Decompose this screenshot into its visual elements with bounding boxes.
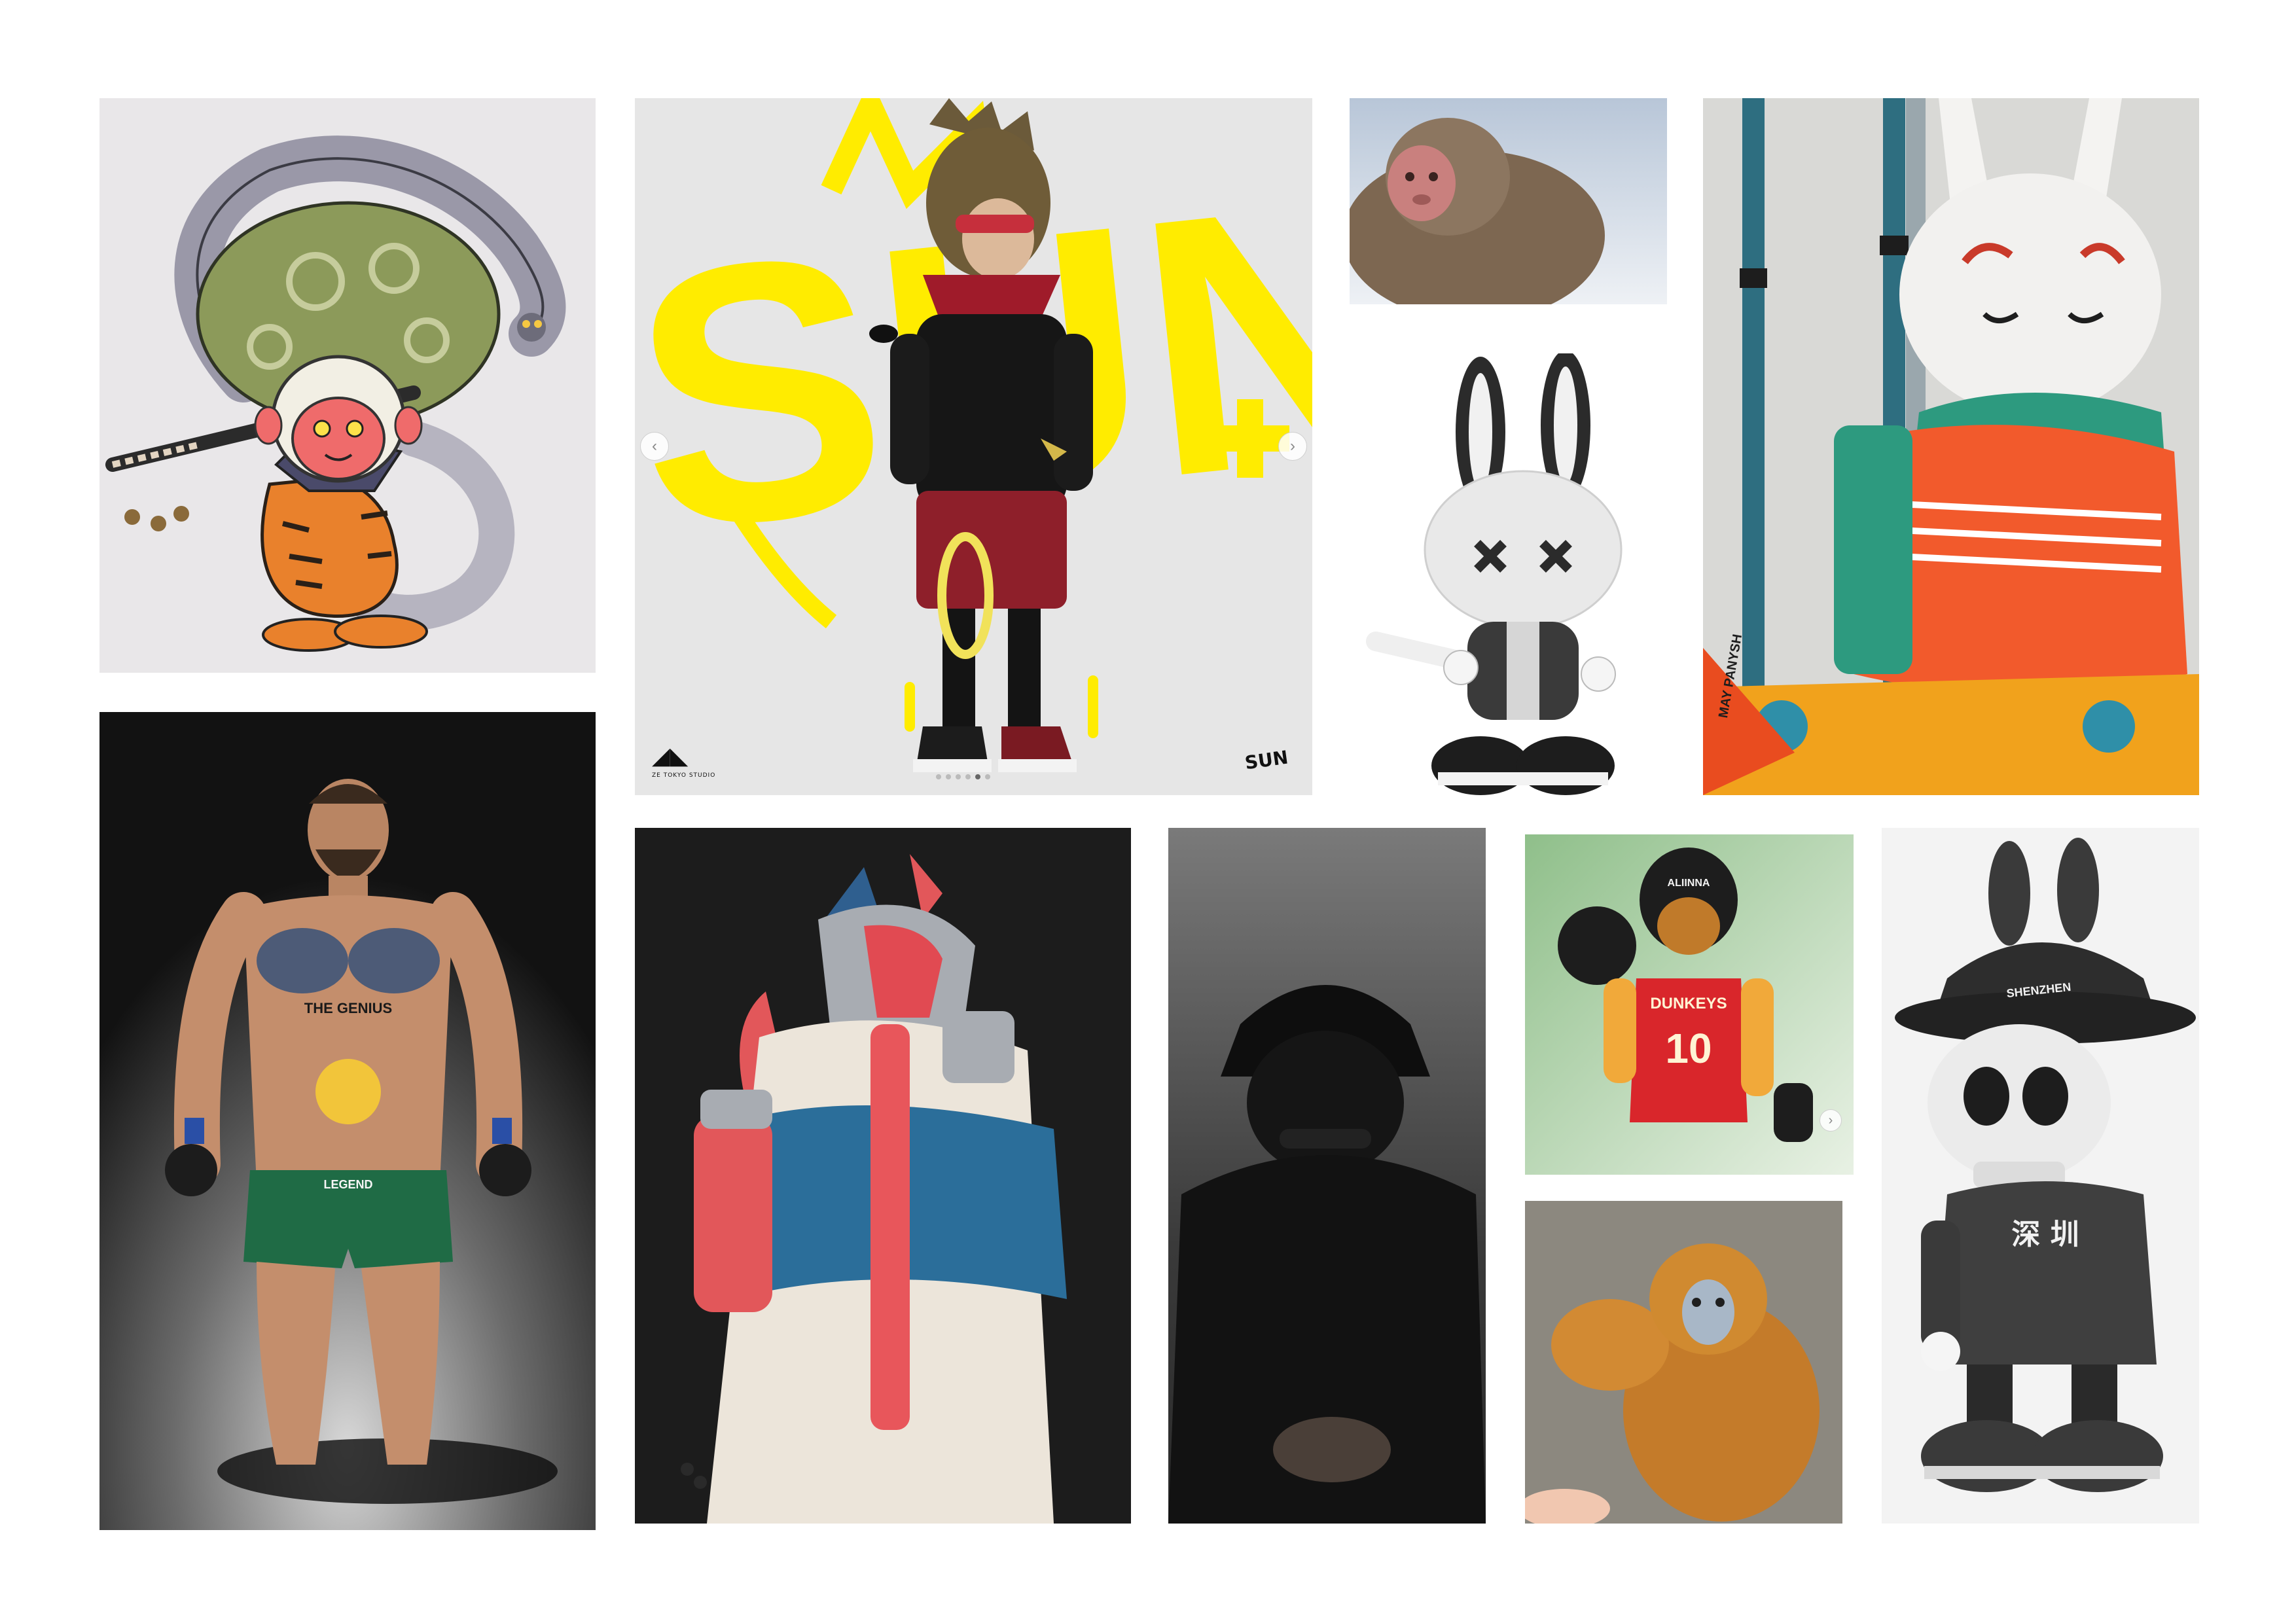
bunny-bw-figure-art bbox=[1366, 353, 1623, 795]
tile-shenzhen-bunny-figure: SHENZHEN 深 圳 bbox=[1882, 828, 2199, 1524]
studio-logo-mark: ◢◣ bbox=[652, 743, 689, 770]
pager-dot[interactable] bbox=[946, 774, 951, 779]
pager-dot[interactable] bbox=[936, 774, 941, 779]
shenzhen-bunny-art bbox=[1895, 838, 2196, 1492]
hooded-person-art bbox=[1168, 828, 1486, 1524]
jersey-number-text: 10 bbox=[1665, 1025, 1712, 1072]
pager-dot-active[interactable] bbox=[975, 774, 980, 779]
tile-monkey-figure-graffiti: SUN ◢◣ ZE TOKYO STUDIO SUN ‹ › bbox=[635, 98, 1312, 795]
chest-tattoo-text: THE GENIUS bbox=[304, 1000, 393, 1016]
tile-fighter-figure: THE GENIUS LEGEND bbox=[99, 712, 596, 1530]
tile-monkey-samurai-illustration bbox=[99, 98, 596, 673]
tile-snow-monkey-photo bbox=[1350, 98, 1667, 304]
shorts-waistband-text: LEGEND bbox=[323, 1178, 373, 1191]
tile-kitsune-bunny-figure: MAY PANYSH bbox=[1703, 98, 2199, 795]
studio-caption: ZE TOKYO STUDIO bbox=[652, 772, 716, 779]
pager-dot[interactable] bbox=[965, 774, 971, 779]
tile-hooded-person-photo bbox=[1168, 828, 1486, 1524]
tile-boxing-monkey-figure: ALIINNA DUNKEYS 10 › bbox=[1525, 834, 1854, 1175]
pager-dot[interactable] bbox=[985, 774, 990, 779]
carousel-next-button[interactable]: › bbox=[1820, 1109, 1842, 1132]
golden-monkey-art bbox=[1525, 1201, 1842, 1524]
pager-dot[interactable] bbox=[956, 774, 961, 779]
carousel-pager[interactable] bbox=[936, 774, 990, 779]
tile-bunny-bw-figure bbox=[1350, 353, 1667, 805]
kitsune-bunny-art bbox=[1703, 98, 2199, 795]
mecha-figure-art bbox=[681, 854, 1067, 1524]
fighter-figure-art bbox=[99, 712, 596, 1530]
carousel-prev-button[interactable]: ‹ bbox=[640, 432, 669, 461]
monkey-samurai-artwork bbox=[105, 135, 566, 652]
carousel-next-button[interactable]: › bbox=[1278, 432, 1307, 461]
headgear-text: ALIINNA bbox=[1667, 878, 1710, 889]
jersey-team-text: DUNKEYS bbox=[1650, 995, 1727, 1012]
boxing-monkey-art bbox=[1525, 834, 1854, 1175]
tile-golden-monkey-photo bbox=[1525, 1201, 1842, 1524]
snow-monkey-image bbox=[1350, 98, 1667, 304]
monkey-figure bbox=[869, 98, 1093, 772]
hoodie-chinese-text: 深 圳 bbox=[2011, 1218, 2079, 1251]
tile-mecha-figure bbox=[635, 828, 1131, 1524]
